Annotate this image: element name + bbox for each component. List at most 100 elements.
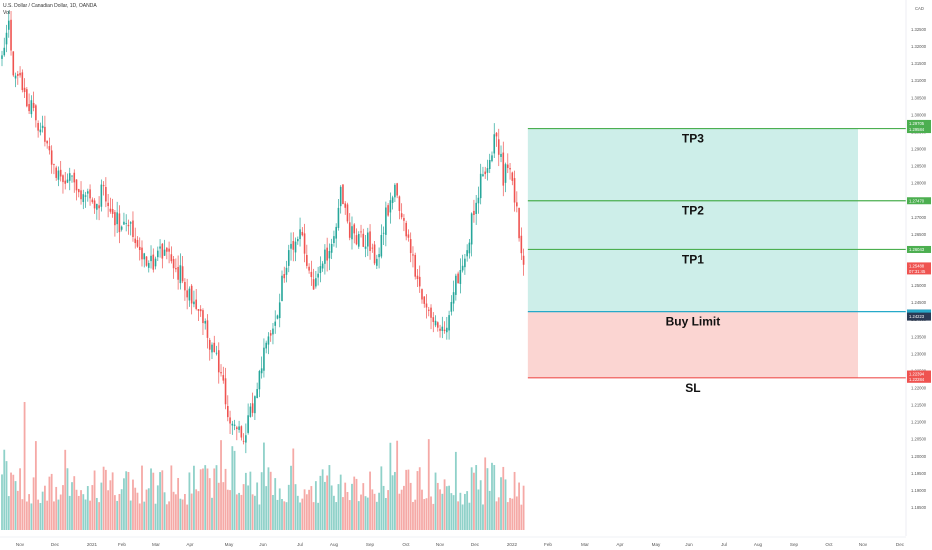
price-tick-label: 1.28000: [911, 181, 927, 186]
candle-body: [391, 197, 394, 203]
volume-bar: [138, 503, 141, 530]
volume-bar: [86, 486, 89, 530]
candle-body: [100, 184, 103, 207]
candle-body: [405, 222, 407, 237]
volume-bar: [369, 471, 371, 530]
candle-body: [400, 213, 403, 218]
candle-body: [154, 258, 157, 267]
candle-body: [168, 248, 170, 252]
candle-body: [315, 278, 317, 287]
volume-bar: [145, 489, 148, 530]
price-tick-label: 1.23000: [911, 351, 927, 356]
time-tick-label: Dec: [896, 542, 905, 547]
volume-bar: [220, 440, 222, 530]
candle-body: [423, 296, 426, 304]
price-axis-bg: [906, 0, 932, 550]
volume-bar: [41, 491, 44, 530]
candle-body: [366, 232, 369, 247]
candle-body: [71, 175, 73, 177]
candle-body: [477, 197, 480, 204]
candle-body: [123, 221, 125, 225]
candle-body: [53, 164, 55, 165]
volume-bar: [441, 493, 444, 530]
candle-body: [17, 73, 19, 76]
candle-body: [46, 140, 48, 144]
volume-bar: [303, 489, 306, 530]
volume-bar: [107, 490, 110, 530]
candle-body: [328, 251, 331, 259]
candle-body: [107, 202, 109, 207]
volume-bar: [305, 494, 308, 530]
volume-bar: [520, 504, 523, 530]
tp3-upper-badge-bg: [907, 119, 931, 127]
candle-body: [68, 173, 71, 181]
candle-body: [258, 371, 261, 390]
time-tick-label: Apr: [616, 542, 624, 547]
candle-body: [446, 327, 448, 333]
volume-bar: [351, 483, 353, 530]
candle-body: [188, 288, 191, 301]
candle-body: [245, 435, 247, 443]
candle-body: [265, 342, 267, 349]
candle-body: [134, 238, 137, 244]
candle-body: [93, 200, 96, 209]
volume-bar: [68, 495, 71, 530]
volume-bar: [497, 497, 500, 530]
volume-bar: [452, 495, 455, 530]
volume-bar: [73, 476, 76, 530]
price-tick-label: 1.31500: [911, 61, 927, 66]
volume-bar: [21, 499, 24, 530]
volume-bar: [321, 469, 324, 530]
volume-bar: [217, 482, 220, 530]
candle-body: [500, 153, 502, 157]
volume-bar: [80, 490, 82, 530]
candle-series: [1, 10, 525, 454]
time-tick-label: Dec: [51, 542, 60, 547]
volume-bar: [330, 485, 333, 530]
price-tick-label: 1.25000: [911, 283, 927, 288]
candle-body: [215, 352, 218, 354]
tp3-badge: 1.29584: [909, 127, 925, 132]
countdown-badge: 07:31:45: [909, 269, 926, 274]
volume-bar: [292, 448, 295, 530]
candle-body: [240, 426, 243, 438]
volume-bar: [294, 484, 297, 530]
volume-bar: [37, 499, 40, 530]
volume-bar: [518, 482, 520, 530]
volume-bar: [454, 451, 457, 530]
candle-body: [369, 231, 371, 251]
candle-body: [141, 247, 143, 260]
volume-bar: [491, 462, 493, 530]
volume-bar: [360, 494, 362, 530]
volume-bar: [450, 493, 453, 530]
candle-body: [175, 268, 177, 270]
price-tick-label: 1.21000: [911, 420, 927, 425]
candle-body: [382, 232, 385, 234]
time-tick-label: Nov: [16, 542, 25, 547]
volume-bar: [183, 493, 186, 530]
volume-bar: [296, 495, 299, 530]
candle-body: [459, 270, 462, 284]
tp1-label: TP1: [682, 252, 704, 266]
candle-body: [138, 246, 141, 251]
candle-body: [378, 254, 380, 258]
candle-body: [414, 254, 417, 277]
volume-bar: [75, 489, 78, 530]
volume-bar: [308, 489, 310, 530]
candle-body: [199, 309, 202, 312]
price-tick-label: 1.22000: [911, 385, 927, 390]
volume-bar: [242, 484, 245, 530]
volume-bar: [328, 465, 331, 530]
volume-bar: [50, 473, 53, 530]
sl-badge-bg: [907, 375, 931, 383]
candle-body: [464, 258, 466, 268]
volume-bar: [482, 504, 484, 530]
candle-body: [324, 249, 326, 264]
candle-body: [421, 289, 423, 300]
price-tick-label: 1.30500: [911, 95, 927, 100]
candle-body: [373, 244, 376, 264]
volume-bar: [405, 469, 408, 530]
candle-body: [227, 406, 229, 418]
